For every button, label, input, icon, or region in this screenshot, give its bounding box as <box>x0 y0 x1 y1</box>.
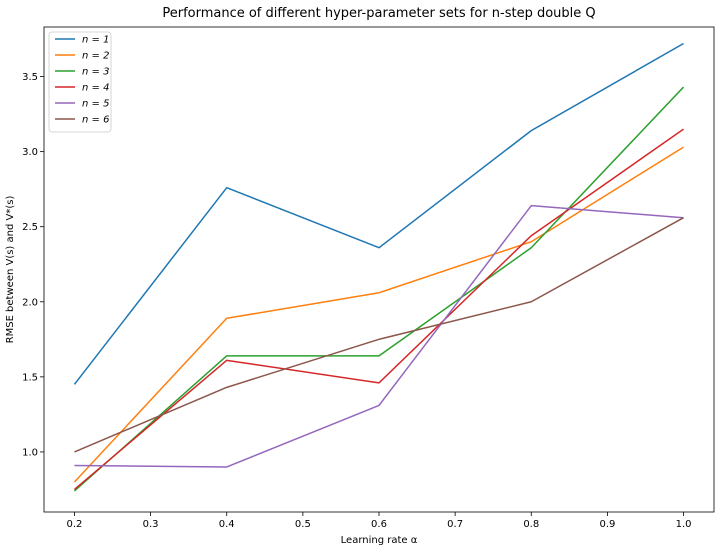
y-tick-label: 1.0 <box>22 447 38 458</box>
plot-area-frame <box>43 26 715 513</box>
x-tick-label: 0.8 <box>523 519 539 530</box>
series-line-n6 <box>74 217 684 453</box>
x-tick-label: 0.4 <box>219 519 235 530</box>
y-tick-label: 3.5 <box>22 72 38 83</box>
y-axis-label: RMSE between V(s) and V*(s) <box>5 196 16 344</box>
series-line-n4 <box>73 128 684 491</box>
legend-entry-label: n = 4 <box>82 83 109 94</box>
series-line-n2 <box>73 146 684 483</box>
y-tick-label: 1.5 <box>22 372 38 383</box>
series-lines <box>73 42 685 492</box>
x-tick-label: 0.9 <box>599 519 615 530</box>
x-tick-label: 0.6 <box>371 519 387 530</box>
x-tick-label: 0.7 <box>447 519 463 530</box>
series-line-n3 <box>73 86 685 492</box>
series-line-n1 <box>73 42 684 385</box>
x-tick-label: 1.0 <box>676 519 692 530</box>
y-tick-label: 2.0 <box>22 297 38 308</box>
legend: n = 1 n = 2 n = 3 n = 4 n = 5 n = 6 <box>48 31 112 133</box>
legend-entry-label: n = 3 <box>82 67 109 78</box>
x-axis: 0.2 0.3 0.4 0.5 0.6 0.7 0.8 0.9 1.0 <box>67 512 692 530</box>
chart-title: Performance of different hyper-parameter… <box>162 6 595 21</box>
x-tick-label: 0.2 <box>67 519 83 530</box>
x-axis-label: Learning rate α <box>341 535 418 546</box>
y-tick-label: 2.5 <box>22 222 38 233</box>
legend-entry-label: n = 2 <box>82 51 109 62</box>
series-line-n5 <box>74 204 684 468</box>
legend-entry-label: n = 1 <box>82 35 109 46</box>
legend-entry-label: n = 6 <box>82 115 109 126</box>
legend-entry-label: n = 5 <box>82 99 109 110</box>
y-axis: 1.0 1.5 2.0 2.5 3.0 3.5 <box>22 72 44 458</box>
y-tick-label: 3.0 <box>22 147 38 158</box>
legend-box <box>48 31 112 133</box>
x-tick-label: 0.5 <box>295 519 311 530</box>
x-tick-label: 0.3 <box>143 519 159 530</box>
